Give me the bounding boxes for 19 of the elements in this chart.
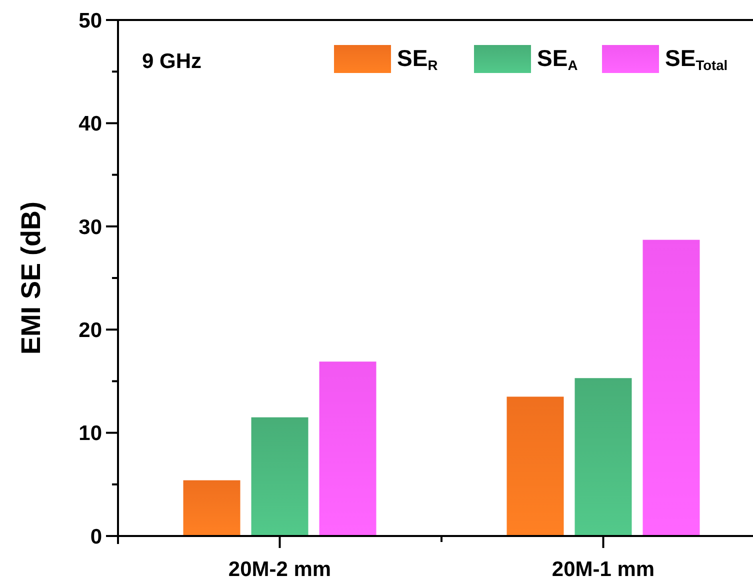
bar <box>642 240 700 536</box>
annotation: 9 GHz <box>142 50 202 73</box>
x-tick-label: 20M-2 mm <box>228 558 332 581</box>
bar <box>506 396 564 536</box>
y-tick-label: 50 <box>78 9 102 32</box>
bar <box>251 417 308 536</box>
y-axis-title: EMI SE (dB) <box>16 202 46 354</box>
y-tick-label: 30 <box>78 216 102 239</box>
legend-label: SE$_{A}$ <box>537 45 578 74</box>
legend-label: SE$_{Total}$ <box>665 45 728 74</box>
y-tick-label: 20 <box>78 318 102 342</box>
bar <box>319 362 376 536</box>
bar <box>574 378 632 536</box>
y-tick-label: 40 <box>78 112 102 136</box>
y-tick-label: 0 <box>90 525 102 548</box>
legend-label: SE$_{R}$ <box>397 45 438 74</box>
y-tick-label: 10 <box>78 422 102 446</box>
bar <box>183 480 240 536</box>
x-tick-label: 20M-1 mm <box>552 558 655 581</box>
